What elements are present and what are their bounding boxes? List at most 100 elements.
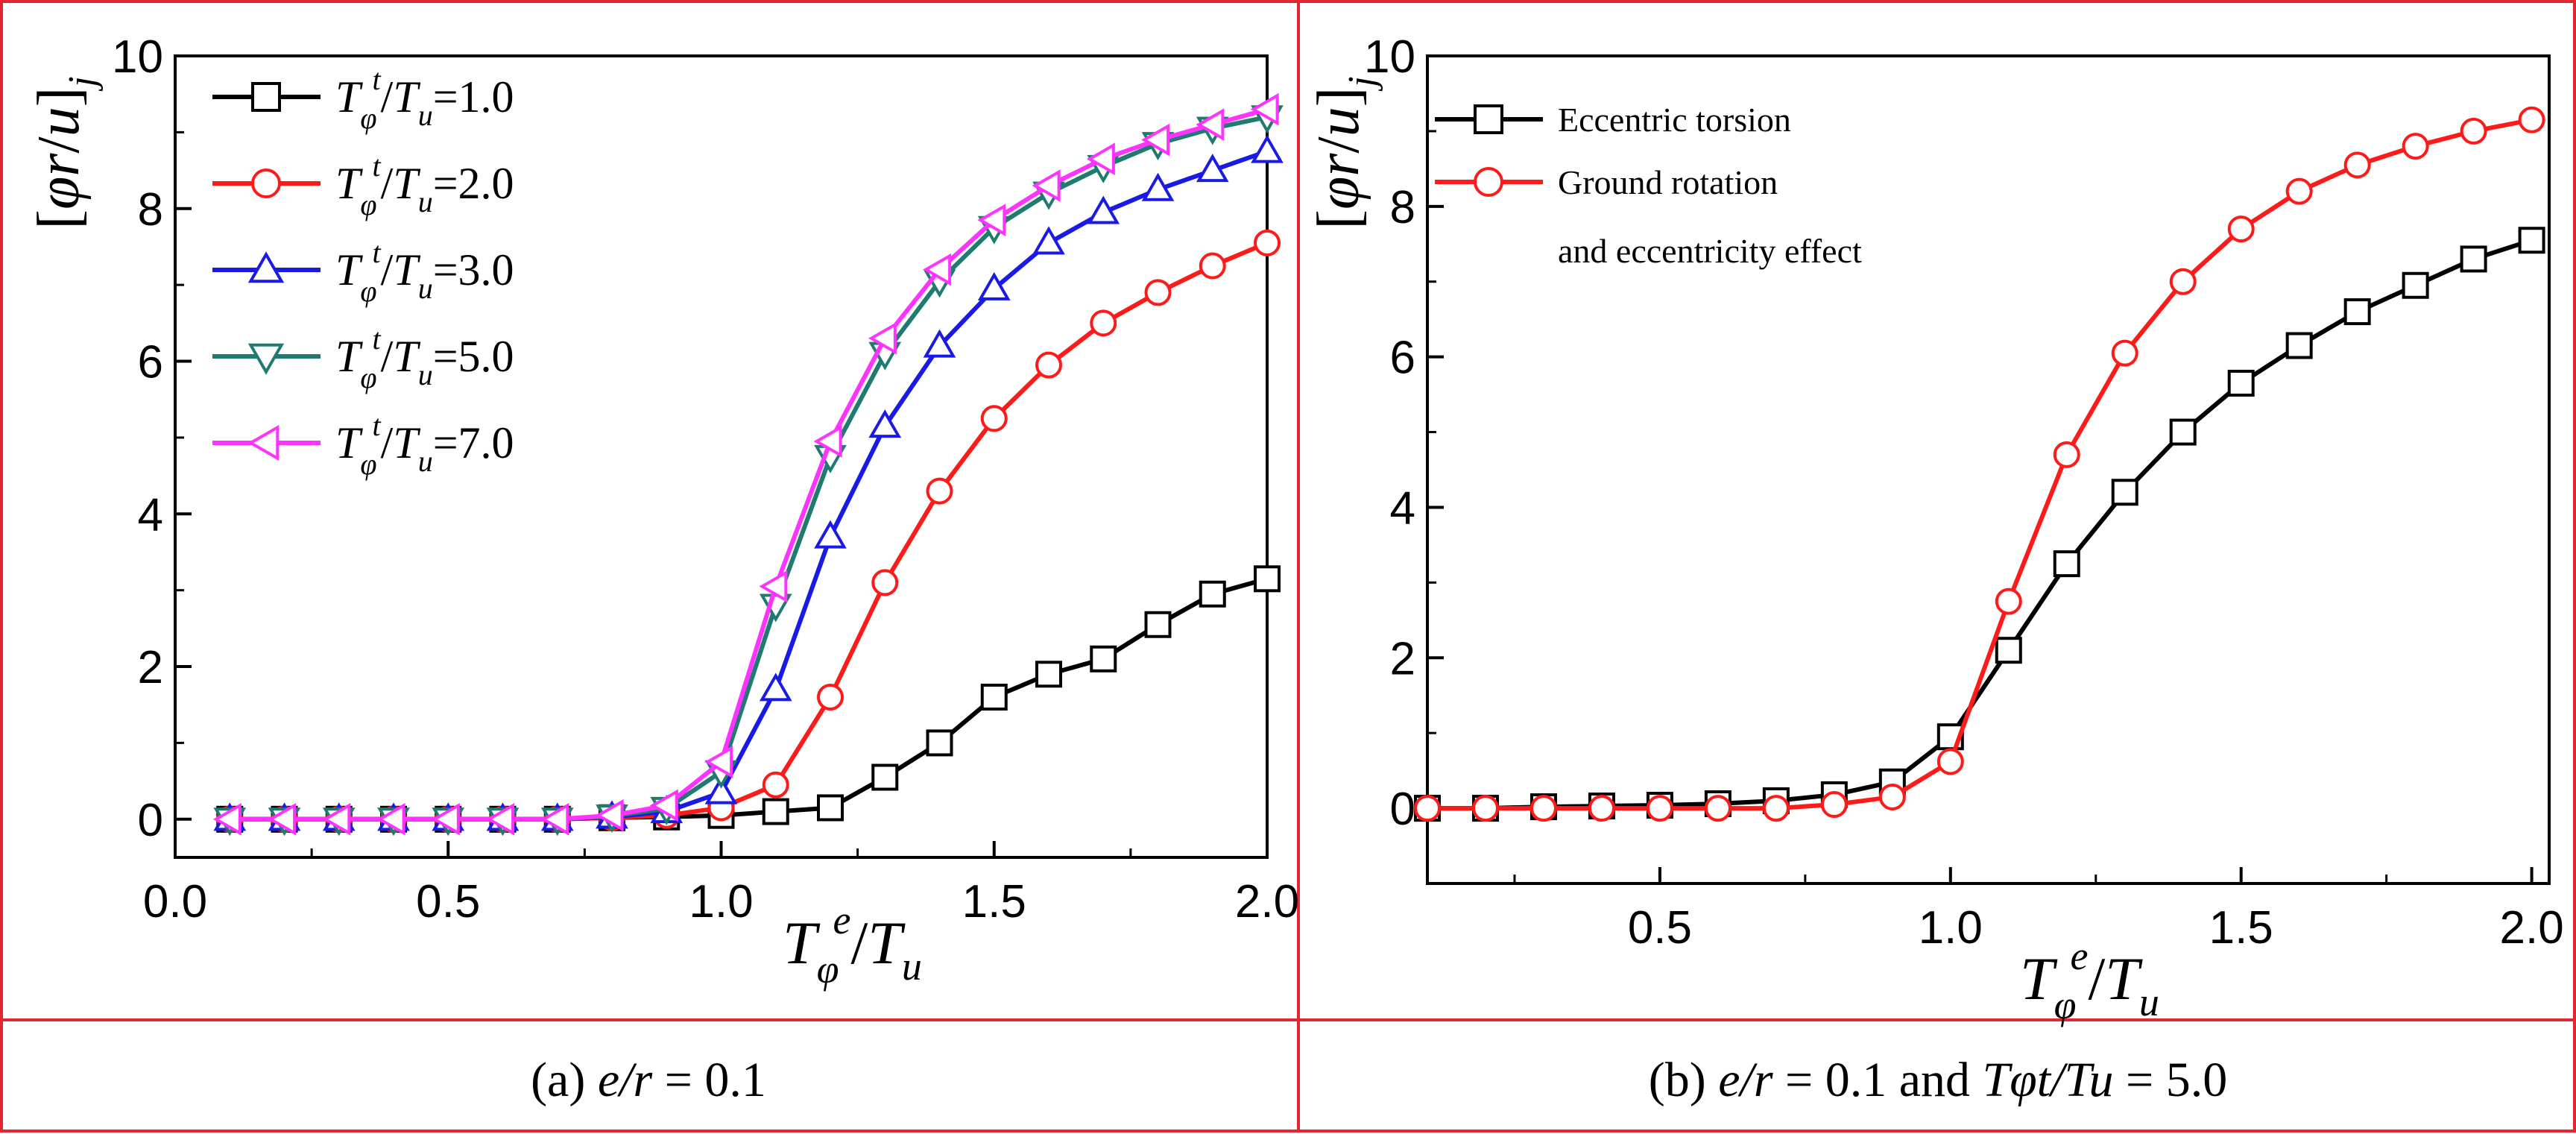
series-line (230, 576, 1268, 822)
data-point (980, 684, 1008, 711)
data-point (1251, 134, 1284, 163)
y-tick-label: 0 (138, 795, 163, 846)
data-point (817, 684, 844, 711)
data-point (1141, 123, 1170, 157)
legend-marker (251, 168, 281, 198)
y-tick-label: 8 (138, 184, 163, 236)
data-point (1090, 309, 1117, 337)
data-point (1199, 580, 1226, 608)
legend-marker (1474, 104, 1503, 134)
data-point (704, 746, 733, 778)
data-point (868, 409, 902, 438)
data-point (817, 794, 844, 822)
data-point (1995, 588, 2022, 615)
legend-marker (247, 251, 285, 283)
y-tick-label: 4 (1390, 482, 1415, 534)
data-point (1141, 172, 1175, 201)
data-point (322, 802, 351, 836)
data-point (2460, 245, 2487, 273)
data-point (926, 729, 953, 757)
y-tick-label: 2 (1390, 633, 1415, 684)
data-point (2111, 339, 2138, 367)
data-point (2518, 227, 2545, 254)
legend-marker (247, 343, 285, 375)
data-point (868, 321, 897, 355)
legend-item: Tφt/Tu=2.0 (212, 149, 514, 221)
data-point (2402, 133, 2429, 160)
data-point (1144, 611, 1172, 638)
x-tick-label: 2.0 (2500, 902, 2564, 954)
legend-label: and eccentricity effect (1558, 232, 1862, 270)
panel-a-chart: 0.0 0.5 1.0 1.5 2.0 0 2 4 6 8 10 [φr/u]j Tφe/Tu Tφ… (26, 31, 1299, 992)
data-point (1032, 226, 1065, 255)
data-point (1250, 92, 1279, 126)
data-point (268, 802, 297, 836)
y-tick-label: 6 (138, 337, 163, 388)
data-point (1035, 661, 1062, 688)
panel-b-ticks: 0.5 1.0 1.5 2.0 0 2 4 6 8 10 (1364, 31, 2564, 954)
y-tick-label: 10 (1364, 31, 1415, 83)
data-point (2402, 271, 2429, 299)
data-point (762, 798, 789, 825)
x-tick-label: 1.0 (689, 876, 753, 927)
data-point (2053, 441, 2080, 468)
legend-label: Tφt/Tu=1.0 (335, 63, 514, 135)
series-1 (1414, 227, 2545, 822)
data-point (2111, 479, 2138, 506)
data-point (2169, 418, 2197, 446)
data-point (595, 798, 624, 832)
x-tick-label: 1.0 (1919, 902, 1983, 954)
data-point (1471, 795, 1499, 822)
data-point (486, 802, 515, 836)
data-point (977, 204, 1006, 236)
legend-item: Tφt/Tu=3.0 (212, 236, 514, 308)
data-point (1035, 351, 1062, 379)
data-point (2285, 332, 2313, 359)
series-line (1427, 117, 2533, 811)
data-point (1144, 279, 1172, 306)
legend-item: Eccentric torsion (1435, 101, 1791, 139)
data-point (1090, 645, 1117, 672)
data-point (923, 253, 952, 286)
y-tick-label: 0 (1390, 784, 1415, 835)
data-point (871, 569, 899, 596)
data-point (2343, 298, 2371, 326)
panel-a-caption: (a) e/r = 0.1 (531, 1053, 766, 1107)
data-point (977, 271, 1011, 300)
panel-b-chart: 0.5 1.0 1.5 2.0 0 2 4 6 8 10 [φr/u]j Tφe/Tu Eccen… (1306, 31, 2564, 1027)
data-point (2227, 369, 2255, 397)
series-2 (1414, 106, 2545, 822)
y-tick-label: 6 (1390, 333, 1415, 384)
legend-label: Eccentric torsion (1558, 101, 1791, 139)
legend-label: Tφt/Tu=7.0 (335, 409, 514, 481)
panel-b-series (1414, 106, 2545, 822)
data-point (2227, 215, 2255, 243)
data-point (923, 329, 956, 358)
legend-label: Tφt/Tu=2.0 (335, 149, 514, 221)
panel-b-legend: Eccentric torsion Ground rotation and ecce… (1435, 101, 1862, 270)
y-tick-label: 8 (1390, 182, 1415, 233)
data-point (1762, 795, 1790, 822)
legend-label: Tφt/Tu=5.0 (335, 322, 514, 394)
data-point (926, 477, 953, 505)
data-point (431, 802, 460, 836)
data-point (814, 520, 847, 549)
panel-a-ylabel: [φr/u]j (26, 76, 104, 229)
data-point (704, 775, 738, 804)
panel-a-xlabel: Tφe/Tu (783, 898, 922, 992)
data-point (1936, 748, 1964, 775)
data-point (1414, 795, 1441, 822)
panel-b-ylabel: [φr/u]j (1306, 76, 1383, 229)
data-point (1087, 195, 1120, 224)
data-point (1995, 637, 2022, 664)
data-point (759, 570, 788, 603)
panel-b-xlabel: Tφe/Tu (2020, 933, 2159, 1027)
legend-label: Ground rotation (1558, 163, 1778, 201)
x-tick-label: 0.5 (416, 876, 480, 927)
data-point (813, 425, 842, 458)
legend-marker (247, 424, 280, 462)
data-point (762, 771, 789, 798)
data-point (2053, 550, 2080, 578)
x-tick-label: 0.0 (143, 876, 207, 927)
